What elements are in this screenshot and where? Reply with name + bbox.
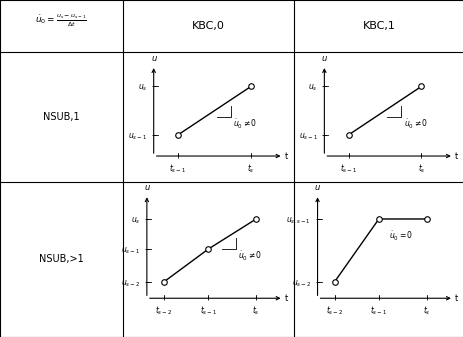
Text: NSUB,>1: NSUB,>1 (39, 254, 84, 265)
Text: NSUB,1: NSUB,1 (43, 112, 80, 122)
Text: t: t (454, 294, 457, 303)
Text: $\dot{u}_0 \neq 0$: $\dot{u}_0 \neq 0$ (233, 118, 257, 131)
Text: $\dot{u}_0 = 0$: $\dot{u}_0 = 0$ (388, 230, 413, 243)
Text: t: t (284, 152, 288, 160)
Text: u: u (151, 54, 156, 63)
Text: KBC,1: KBC,1 (362, 21, 394, 31)
Text: u: u (314, 183, 319, 192)
Text: KBC,0: KBC,0 (192, 21, 224, 31)
Text: $\dot{u}_0 \neq 0$: $\dot{u}_0 \neq 0$ (403, 118, 427, 131)
Text: t: t (284, 294, 288, 303)
Text: $\dot{u}_0 = \frac{u_s - u_{s-1}}{\Delta t}$: $\dot{u}_0 = \frac{u_s - u_{s-1}}{\Delta… (35, 13, 88, 29)
Text: t: t (454, 152, 457, 160)
Text: $\dot{u}_0 \neq 0$: $\dot{u}_0 \neq 0$ (238, 250, 262, 264)
Text: u: u (144, 183, 149, 192)
Text: u: u (321, 54, 326, 63)
